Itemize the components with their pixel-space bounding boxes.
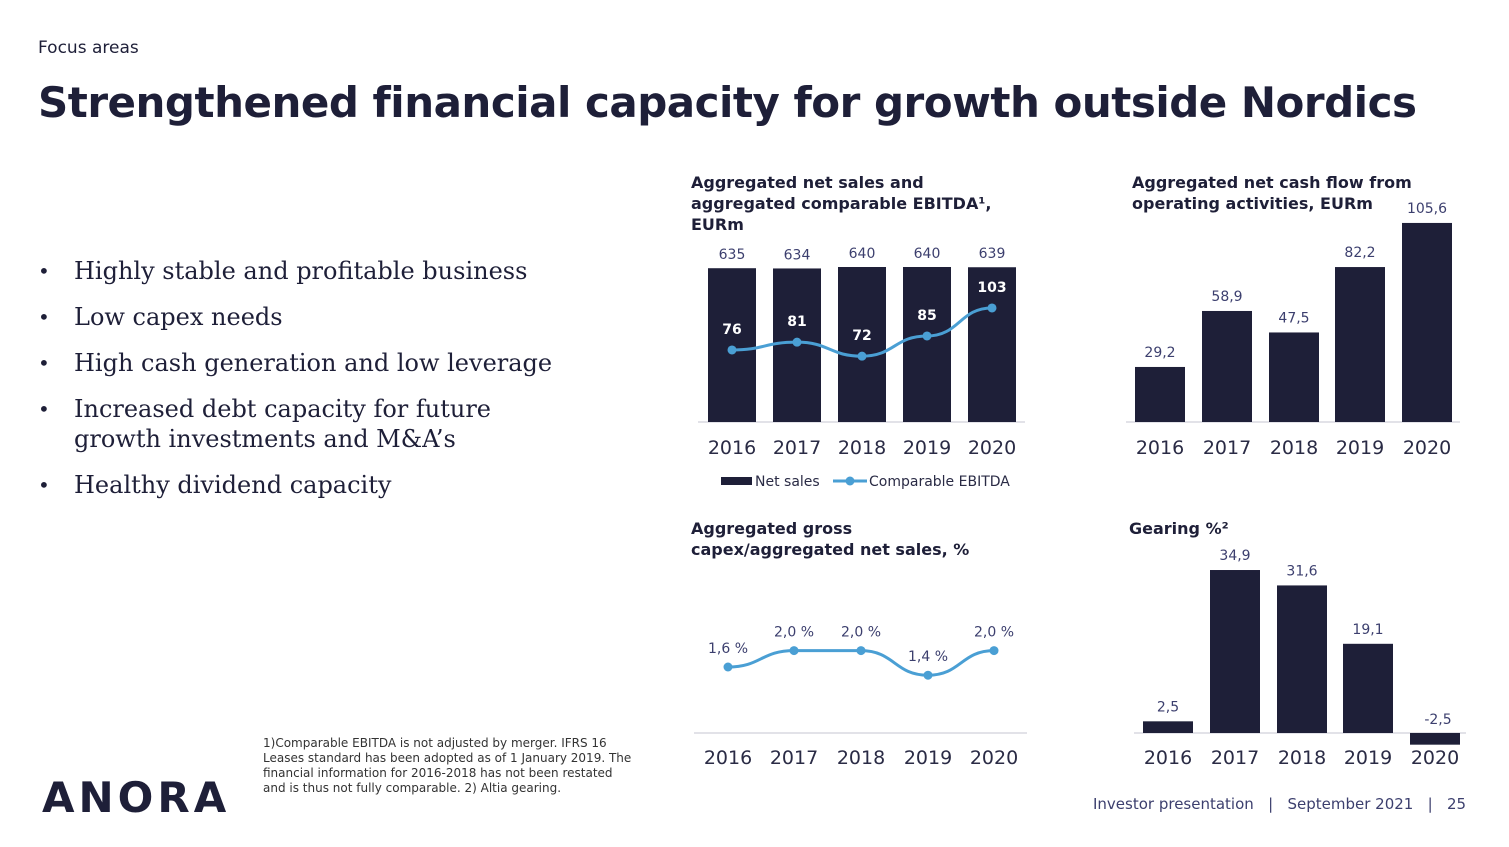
point-comparable-ebitda bbox=[987, 303, 997, 313]
chart1-title: Aggregated net sales and aggregated comp… bbox=[691, 173, 992, 234]
bar-gearing bbox=[1277, 585, 1327, 733]
bar-gearing bbox=[1410, 733, 1460, 745]
x-tick-label: 2017 bbox=[773, 437, 821, 459]
point-capex bbox=[923, 670, 933, 680]
bar-gearing bbox=[1343, 643, 1393, 733]
data-label-net-sales: 635 bbox=[719, 247, 746, 263]
bullet-item: Healthy dividend capacity bbox=[38, 470, 554, 500]
x-tick-label: 2020 bbox=[968, 437, 1016, 459]
data-label: 82,2 bbox=[1344, 245, 1375, 261]
footer-left: Investor presentation bbox=[1093, 795, 1254, 813]
x-tick-label: 2020 bbox=[970, 747, 1018, 769]
x-tick-label: 2020 bbox=[1403, 437, 1451, 459]
data-label: 2,0 % bbox=[974, 625, 1014, 641]
data-label: 2,0 % bbox=[774, 625, 814, 641]
bar-gearing bbox=[1210, 570, 1260, 733]
bullet-item: High cash generation and low leverage bbox=[38, 348, 554, 378]
chart2-title: Aggregated net cash flow from operating … bbox=[1132, 173, 1412, 213]
point-comparable-ebitda bbox=[792, 337, 802, 347]
footer: Investor presentation | September 2021 |… bbox=[1093, 795, 1467, 813]
bar-cash-flow bbox=[1335, 267, 1385, 422]
bar-cash-flow bbox=[1402, 222, 1452, 422]
svg-text:ANORA: ANORA bbox=[42, 773, 230, 820]
x-tick-label: 2018 bbox=[1270, 437, 1318, 459]
x-tick-label: 2019 bbox=[903, 437, 951, 459]
data-label: 34,9 bbox=[1219, 548, 1250, 564]
point-capex bbox=[789, 646, 799, 656]
data-label: 58,9 bbox=[1211, 289, 1242, 305]
x-tick-label: 2017 bbox=[770, 747, 818, 769]
x-tick-label: 2016 bbox=[704, 747, 752, 769]
x-tick-label: 2017 bbox=[1211, 747, 1259, 769]
data-label-ebitda: 72 bbox=[852, 328, 871, 344]
page-number: 25 bbox=[1447, 795, 1467, 813]
point-capex bbox=[723, 662, 733, 672]
point-comparable-ebitda bbox=[857, 351, 867, 361]
point-comparable-ebitda bbox=[727, 345, 737, 355]
data-label: 29,2 bbox=[1144, 345, 1175, 361]
footer-date: September 2021 bbox=[1287, 795, 1414, 813]
bar-net-sales bbox=[838, 267, 886, 422]
legend-marker-ebitda bbox=[845, 476, 855, 486]
data-label: 47,5 bbox=[1278, 310, 1309, 326]
bar-cash-flow bbox=[1269, 332, 1319, 422]
bullet-item: Highly stable and profitable business bbox=[38, 256, 554, 286]
x-tick-label: 2017 bbox=[1203, 437, 1251, 459]
bar-net-sales bbox=[903, 267, 951, 422]
legend-label-ebitda: Comparable EBITDA bbox=[869, 474, 1010, 490]
data-label-net-sales: 639 bbox=[979, 246, 1006, 262]
x-tick-label: 2016 bbox=[1136, 437, 1184, 459]
bar-cash-flow bbox=[1202, 310, 1252, 422]
anora-logo: ANORA bbox=[42, 773, 230, 820]
data-label-ebitda: 81 bbox=[787, 314, 806, 330]
data-label: 2,0 % bbox=[841, 625, 881, 641]
footnote: 1)Comparable EBITDA is not adjusted by m… bbox=[263, 736, 632, 795]
x-tick-label: 2018 bbox=[1278, 747, 1326, 769]
data-label: 2,5 bbox=[1157, 699, 1179, 715]
legend-label-net-sales: Net sales bbox=[755, 474, 820, 490]
data-label-ebitda: 103 bbox=[977, 280, 1006, 296]
bullet-item: Increased debt capacity for future growt… bbox=[38, 394, 554, 454]
point-comparable-ebitda bbox=[922, 331, 932, 341]
section-label: Focus areas bbox=[38, 38, 139, 58]
bar-gearing bbox=[1143, 721, 1193, 733]
x-tick-label: 2018 bbox=[837, 747, 885, 769]
data-label: 105,6 bbox=[1407, 201, 1447, 217]
bullet-list: Highly stable and profitable business Lo… bbox=[38, 256, 554, 516]
x-tick-label: 2019 bbox=[904, 747, 952, 769]
bullet-item: Low capex needs bbox=[38, 302, 554, 332]
x-tick-label: 2019 bbox=[1344, 747, 1392, 769]
data-label: 1,4 % bbox=[908, 649, 948, 665]
page-title: Strengthened financial capacity for grow… bbox=[38, 78, 1417, 127]
data-label-net-sales: 634 bbox=[784, 247, 811, 263]
legend-swatch-net-sales bbox=[721, 477, 752, 485]
bar-net-sales bbox=[708, 268, 756, 422]
x-tick-label: 2016 bbox=[1144, 747, 1192, 769]
x-tick-label: 2018 bbox=[838, 437, 886, 459]
data-label: 31,6 bbox=[1286, 563, 1317, 579]
point-capex bbox=[856, 646, 866, 656]
bar-cash-flow bbox=[1135, 366, 1185, 422]
data-label-net-sales: 640 bbox=[914, 246, 941, 262]
chart3-title: Aggregated gross capex/aggregated net sa… bbox=[691, 519, 970, 559]
data-label: 19,1 bbox=[1352, 622, 1383, 638]
data-label: -2,5 bbox=[1424, 712, 1451, 728]
point-capex bbox=[989, 646, 999, 656]
chart4-title: Gearing %² bbox=[1129, 519, 1229, 538]
x-tick-label: 2020 bbox=[1411, 747, 1459, 769]
x-tick-label: 2019 bbox=[1336, 437, 1384, 459]
data-label-ebitda: 85 bbox=[917, 308, 936, 324]
data-label-net-sales: 640 bbox=[849, 246, 876, 262]
data-label-ebitda: 76 bbox=[722, 322, 741, 338]
data-label: 1,6 % bbox=[708, 641, 748, 657]
x-tick-label: 2016 bbox=[708, 437, 756, 459]
bar-net-sales bbox=[968, 267, 1016, 422]
